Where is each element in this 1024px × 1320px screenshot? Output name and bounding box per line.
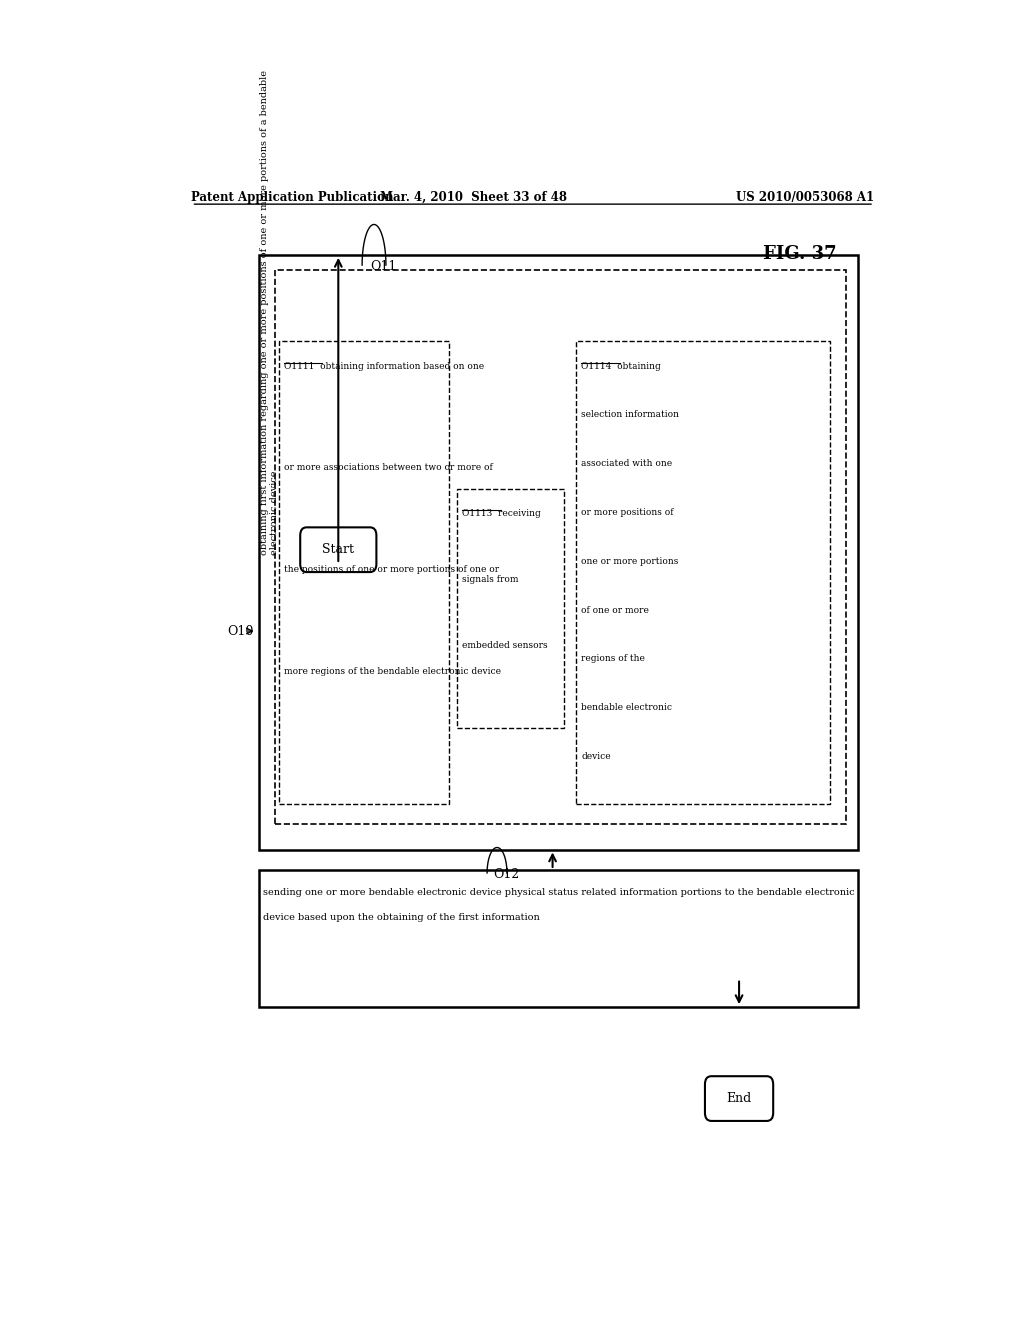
Text: O1114  obtaining: O1114 obtaining [582,362,660,371]
Bar [274,271,846,824]
Text: device: device [582,752,610,760]
Text: regions of the: regions of the [582,655,645,664]
Bar [577,342,830,804]
Text: Patent Application Publication: Patent Application Publication [191,191,394,203]
Text: one or more portions: one or more portions [582,557,679,566]
Text: obtaining first information regarding one or more positions of one or more porti: obtaining first information regarding on… [260,70,269,554]
Bar [259,870,858,1007]
Text: electronic device: electronic device [269,470,279,554]
Text: Start: Start [323,544,354,556]
Text: FIG. 37: FIG. 37 [763,244,837,263]
FancyBboxPatch shape [300,528,377,572]
Bar [279,342,450,804]
Text: selection information: selection information [582,411,679,420]
FancyBboxPatch shape [705,1076,773,1121]
Text: O12: O12 [494,867,519,880]
Text: associated with one: associated with one [582,459,673,469]
Text: the positions of one or more portions of one or: the positions of one or more portions of… [284,565,499,574]
Text: or more associations between two or more of: or more associations between two or more… [284,463,493,473]
Text: End: End [726,1092,752,1105]
Text: signals from: signals from [462,576,518,585]
Text: O11: O11 [370,260,396,273]
Text: O10: O10 [227,624,254,638]
Text: embedded sensors: embedded sensors [462,642,548,651]
Text: device based upon the obtaining of the first information: device based upon the obtaining of the f… [263,912,540,921]
Text: more regions of the bendable electronic device: more regions of the bendable electronic … [284,667,501,676]
Bar [458,488,564,727]
Text: O1111  obtaining information based on one: O1111 obtaining information based on one [284,362,483,371]
Text: Mar. 4, 2010  Sheet 33 of 48: Mar. 4, 2010 Sheet 33 of 48 [380,191,566,203]
Text: O1113  receiving: O1113 receiving [462,510,541,517]
Bar [259,255,858,850]
Text: of one or more: of one or more [582,606,649,615]
Text: sending one or more bendable electronic device physical status related informati: sending one or more bendable electronic … [263,888,855,898]
Text: bendable electronic: bendable electronic [582,704,672,713]
Text: or more positions of: or more positions of [582,508,674,517]
Text: US 2010/0053068 A1: US 2010/0053068 A1 [736,191,873,203]
